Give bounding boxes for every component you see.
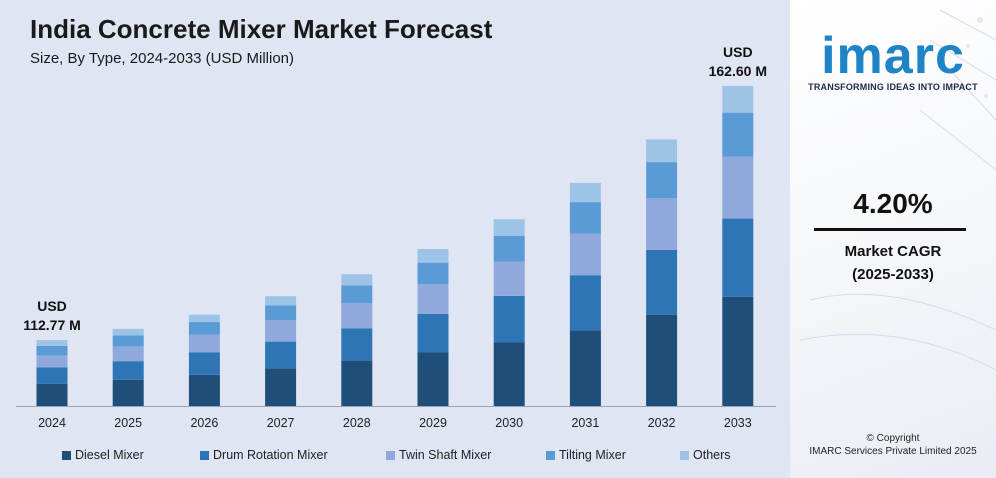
total-label-start-currency: USD (37, 298, 67, 314)
legend-item-3: Tilting Mixer (546, 448, 680, 462)
cagr-label-line2: (2025-2033) (852, 266, 934, 283)
bar-segment-2025-0 (112, 379, 144, 406)
x-tick-label-2025: 2025 (114, 416, 142, 430)
x-tick-label-2024: 2024 (38, 416, 66, 430)
bar-segment-2024-1 (36, 367, 68, 384)
bar-segment-2024-3 (36, 345, 68, 356)
bar-segment-2027-0 (265, 368, 297, 406)
x-tick-label-2031: 2031 (571, 416, 599, 430)
legend-item-2: Twin Shaft Mixer (386, 448, 546, 462)
bar-segment-2026-4 (188, 314, 220, 323)
x-tick-label-2027: 2027 (267, 416, 295, 430)
copyright-line1: © Copyright (866, 433, 920, 444)
bar-segment-2030-0 (493, 342, 525, 406)
legend-swatch (200, 450, 209, 460)
bar-segment-2031-3 (569, 202, 601, 234)
copyright-line2: IMARC Services Private Limited 2025 (809, 446, 977, 457)
bar-segment-2032-3 (646, 162, 678, 199)
bar-segment-2033-2 (722, 156, 754, 219)
legend-label: Diesel Mixer (75, 448, 144, 462)
bar-segment-2027-1 (265, 341, 297, 369)
legend-item-1: Drum Rotation Mixer (200, 448, 386, 462)
total-label-end-currency: USD (723, 44, 753, 60)
bar-segment-2033-4 (722, 85, 754, 113)
bar-segment-2031-0 (569, 330, 601, 406)
bar-segment-2025-3 (112, 335, 144, 347)
cagr-divider (814, 228, 966, 231)
x-tick-label-2026: 2026 (190, 416, 218, 430)
legend-swatch (386, 450, 395, 460)
side-panel: imarc TRANSFORMING IDEAS INTO IMPACT 4.2… (790, 0, 996, 478)
bar-segment-2029-2 (417, 284, 449, 314)
bar-segment-2030-4 (493, 219, 525, 236)
legend-label: Tilting Mixer (559, 448, 626, 462)
bar-segment-2031-4 (569, 182, 601, 203)
bar-segment-2028-4 (341, 274, 373, 286)
legend-swatch (62, 450, 71, 460)
bar-segment-2027-3 (265, 305, 297, 321)
bar-segment-2024-2 (36, 355, 68, 368)
logo-tagline: TRANSFORMING IDEAS INTO IMPACT (808, 82, 978, 92)
bar-segment-2025-2 (112, 346, 144, 362)
bar-segment-2027-4 (265, 296, 297, 306)
total-label-end-value: 162.60 M (709, 63, 767, 79)
total-label-start-value: 112.77 M (23, 317, 81, 333)
bar-segment-2030-3 (493, 235, 525, 262)
bar-segment-2027-2 (265, 320, 297, 342)
chart-panel: India Concrete Mixer Market Forecast Siz… (0, 0, 790, 478)
bar-segment-2026-2 (188, 334, 220, 353)
bar-segment-2028-1 (341, 328, 373, 361)
bar-segment-2024-0 (36, 383, 68, 406)
bar-segment-2030-2 (493, 261, 525, 296)
chart-title: India Concrete Mixer Market Forecast (30, 14, 493, 44)
bar-segment-2026-1 (188, 352, 220, 375)
bar-segment-2033-0 (722, 296, 754, 406)
bar-segment-2031-2 (569, 233, 601, 276)
cagr-value: 4.20% (853, 188, 933, 219)
x-tick-label-2030: 2030 (495, 416, 523, 430)
cagr-label-line1: Market CAGR (844, 243, 942, 260)
bar-segment-2032-1 (646, 249, 678, 315)
bar-segment-2033-1 (722, 218, 754, 297)
chart-legend: Diesel Mixer Drum Rotation Mixer Twin Shaf… (62, 448, 750, 462)
bar-segment-2029-4 (417, 248, 449, 263)
imarc-logo: imarc (821, 27, 965, 85)
bar-segment-2025-4 (112, 328, 144, 336)
x-tick-label-2032: 2032 (648, 416, 676, 430)
x-tick-label-2029: 2029 (419, 416, 447, 430)
legend-swatch (546, 450, 555, 460)
bar-segment-2028-3 (341, 285, 373, 304)
chart-subtitle: Size, By Type, 2024-2033 (USD Million) (30, 50, 295, 67)
bar-segment-2028-0 (341, 360, 373, 406)
bar-segment-2029-0 (417, 352, 449, 406)
bar-segment-2026-3 (188, 322, 220, 335)
x-tick-label-2033: 2033 (724, 416, 752, 430)
legend-item-4: Others (680, 448, 750, 462)
bar-segment-2031-1 (569, 275, 601, 331)
bar-segment-2029-3 (417, 262, 449, 285)
bar-segment-2030-1 (493, 295, 525, 343)
bar-segment-2025-1 (112, 361, 144, 380)
legend-label: Drum Rotation Mixer (213, 448, 328, 462)
bar-segment-2029-1 (417, 313, 449, 353)
legend-label: Twin Shaft Mixer (399, 448, 492, 462)
bar-segment-2024-4 (36, 340, 68, 346)
legend-label: Others (693, 448, 731, 462)
cagr-label: Market CAGR (2025-2033) (790, 240, 996, 286)
bar-segment-2032-0 (646, 314, 678, 406)
bar-segment-2032-4 (646, 139, 678, 163)
stacked-bar-chart: 2024 2025 2026 2027 2028 2029 2030 2031 2032 2033… (16, 44, 776, 430)
decorative-background-graphic (799, 9, 996, 371)
copyright-notice: © Copyright IMARC Services Private Limit… (790, 432, 996, 458)
x-tick-label-2028: 2028 (343, 416, 371, 430)
legend-item-0: Diesel Mixer (62, 448, 200, 462)
bar-segment-2028-2 (341, 303, 373, 329)
bar-segment-2033-3 (722, 112, 754, 157)
bar-segment-2032-2 (646, 198, 678, 250)
bar-segment-2026-0 (188, 374, 220, 406)
legend-swatch (680, 450, 689, 460)
